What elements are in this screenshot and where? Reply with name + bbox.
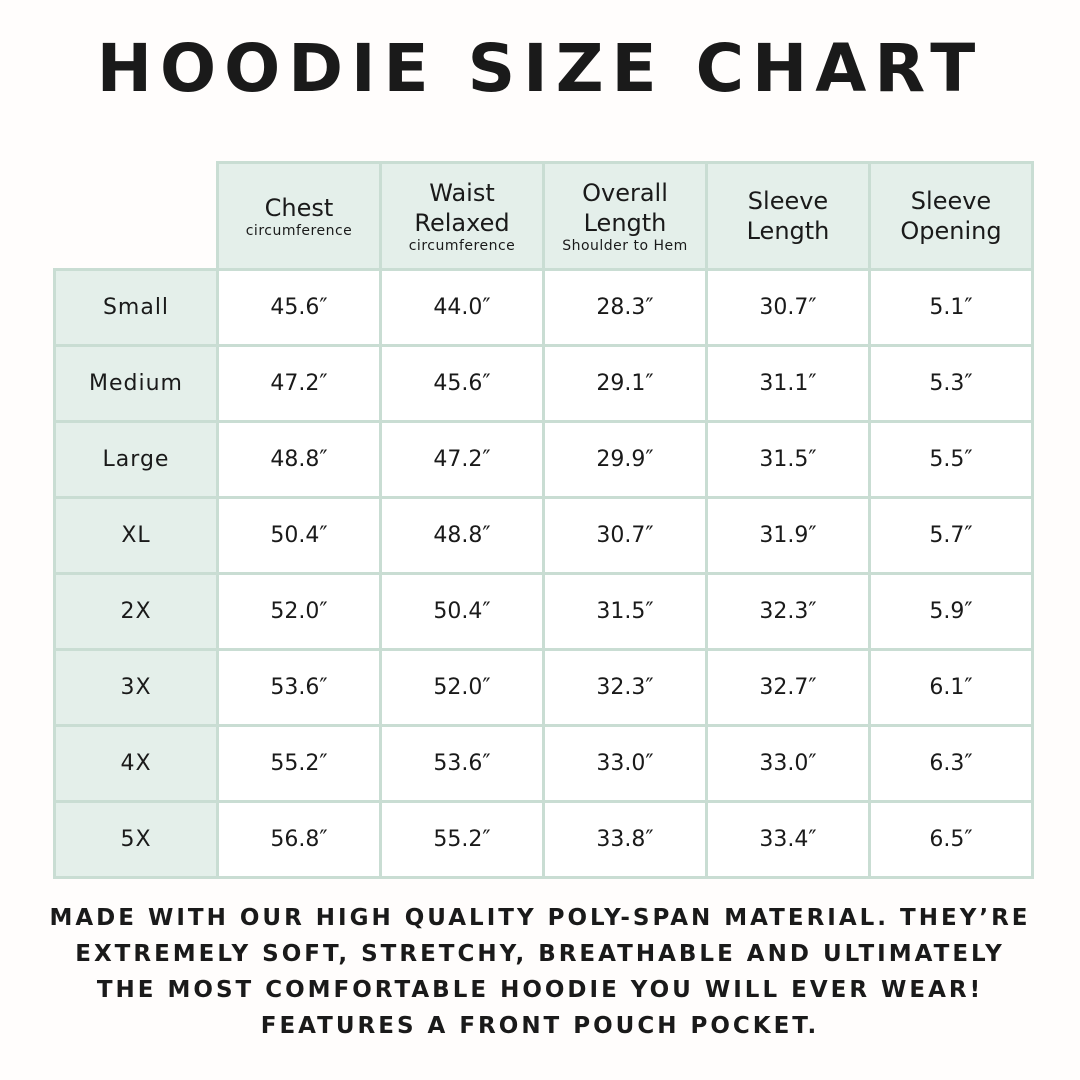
size-row: Medium 47.2″ 45.6″ 29.1″ 31.1″ 5.3″ (53, 344, 1034, 423)
size-label: 4X (53, 724, 219, 803)
measurement: 47.2″ (216, 344, 382, 423)
footer-line: FEATURES A FRONT POUCH POCKET. (260, 1013, 820, 1039)
measurement: 48.8″ (216, 420, 382, 499)
measurement: 53.6″ (216, 648, 382, 727)
size-row: 2X 52.0″ 50.4″ 31.5″ 32.3″ 5.9″ (53, 572, 1034, 651)
column-header: Overall Length Shoulder to Hem (542, 161, 708, 271)
measurement: 31.9″ (705, 496, 871, 575)
title: HOODIE SIZE CHART (96, 30, 984, 107)
size-row: XL 50.4″ 48.8″ 30.7″ 31.9″ 5.7″ (53, 496, 1034, 575)
measurement: 31.5″ (705, 420, 871, 499)
size-row: Large 48.8″ 47.2″ 29.9″ 31.5″ 5.5″ (53, 420, 1034, 499)
measurement: 5.7″ (868, 496, 1034, 575)
size-label: 5X (53, 800, 219, 879)
size-label: 2X (53, 572, 219, 651)
size-row: 5X 56.8″ 55.2″ 33.8″ 33.4″ 6.5″ (53, 800, 1034, 879)
column-subtitle: circumference (245, 223, 353, 239)
column-header: Waist Relaxed circumference (379, 161, 545, 271)
footer: MADE WITH OUR HIGH QUALITY POLY-SPAN MAT… (0, 900, 1080, 1044)
measurement: 32.7″ (705, 648, 871, 727)
measurement: 52.0″ (216, 572, 382, 651)
measurement: 33.0″ (542, 724, 708, 803)
column-title: Chest (264, 194, 334, 222)
measurement: 56.8″ (216, 800, 382, 879)
size-row: 3X 53.6″ 52.0″ 32.3″ 32.7″ 6.1″ (53, 648, 1034, 727)
footer-line: MADE WITH OUR HIGH QUALITY POLY-SPAN MAT… (49, 905, 1031, 931)
measurement: 30.7″ (542, 496, 708, 575)
measurement: 29.1″ (542, 344, 708, 423)
column-header: Sleeve Length (705, 161, 871, 271)
size-label: 3X (53, 648, 219, 727)
measurement: 5.5″ (868, 420, 1034, 499)
column-subtitle: Shoulder to Hem (562, 238, 688, 254)
measurement: 53.6″ (379, 724, 545, 803)
size-label: Medium (53, 344, 219, 423)
measurement: 31.1″ (705, 344, 871, 423)
column-title: Overall Length (582, 179, 668, 237)
column-title: Waist Relaxed (414, 179, 510, 237)
measurement: 33.8″ (542, 800, 708, 879)
header-row: Chest circumference Waist Relaxed circumfer… (55, 161, 1034, 271)
footer-line: EXTREMELY SOFT, STRETCHY, BREATHABLE AND… (75, 941, 1005, 967)
measurement: 5.3″ (868, 344, 1034, 423)
measurement: 32.3″ (542, 648, 708, 727)
size-table: Chest circumference Waist Relaxed circumfer… (53, 161, 1034, 879)
measurement: 47.2″ (379, 420, 545, 499)
size-row: Small 45.6″ 44.0″ 28.3″ 30.7″ 5.1″ (53, 268, 1034, 347)
column-header: Sleeve Opening (868, 161, 1034, 271)
measurement: 33.4″ (705, 800, 871, 879)
measurement: 45.6″ (379, 344, 545, 423)
size-label: Small (53, 268, 219, 347)
measurement: 33.0″ (705, 724, 871, 803)
measurement: 52.0″ (379, 648, 545, 727)
column-title: Sleeve Opening (900, 187, 1002, 245)
size-row: 4X 55.2″ 53.6″ 33.0″ 33.0″ 6.3″ (53, 724, 1034, 803)
measurement: 44.0″ (379, 268, 545, 347)
measurement: 48.8″ (379, 496, 545, 575)
measurement: 6.1″ (868, 648, 1034, 727)
measurement: 30.7″ (705, 268, 871, 347)
measurement: 5.1″ (868, 268, 1034, 347)
measurement: 5.9″ (868, 572, 1034, 651)
measurement: 32.3″ (705, 572, 871, 651)
column-subtitle: circumference (408, 238, 516, 254)
measurement: 28.3″ (542, 268, 708, 347)
measurement: 55.2″ (379, 800, 545, 879)
column-title: Sleeve Length (746, 187, 830, 245)
size-label: XL (53, 496, 219, 575)
size-label: Large (53, 420, 219, 499)
measurement: 50.4″ (216, 496, 382, 575)
measurement: 6.3″ (868, 724, 1034, 803)
measurement: 55.2″ (216, 724, 382, 803)
measurement: 50.4″ (379, 572, 545, 651)
measurement: 29.9″ (542, 420, 708, 499)
measurement: 31.5″ (542, 572, 708, 651)
measurement: 6.5″ (868, 800, 1034, 879)
measurement: 45.6″ (216, 268, 382, 347)
corner (55, 163, 218, 270)
footer-line: THE MOST COMFORTABLE HOODIE YOU WILL EVE… (96, 977, 984, 1003)
column-header: Chest circumference (216, 161, 382, 271)
